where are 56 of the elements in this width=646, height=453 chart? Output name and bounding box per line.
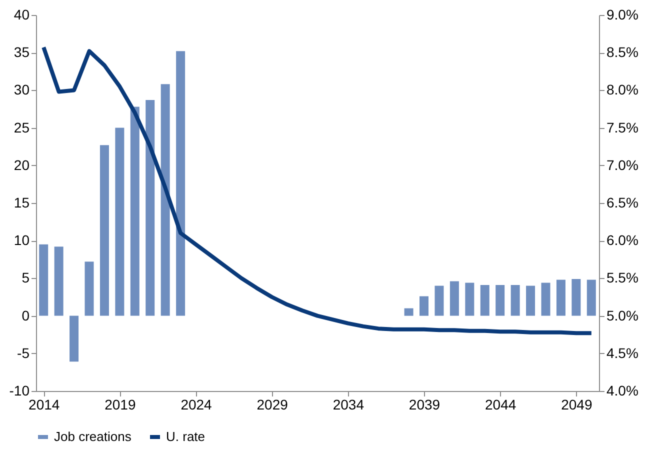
x-tick-label: 2039 (408, 396, 440, 412)
bar (586, 280, 596, 316)
bar (450, 281, 459, 316)
bar (526, 286, 536, 316)
y-tick-label: 40 (14, 6, 30, 22)
bar (115, 128, 124, 316)
legend-label: U. rate (166, 429, 206, 444)
y2-tick-label: 6.5% (606, 194, 638, 210)
bar (54, 246, 64, 316)
y2-tick-label: 4.0% (606, 382, 638, 398)
y2-tick-label: 5.5% (606, 270, 638, 286)
legend-label: Job creations (54, 429, 132, 444)
bar (70, 316, 79, 362)
y-tick-label: 25 (14, 119, 30, 136)
bar (146, 100, 155, 316)
y-tick-label: 20 (14, 156, 30, 173)
y-tick-label: 35 (14, 44, 30, 60)
x-tick-label: 2019 (104, 396, 136, 412)
bar (420, 296, 429, 316)
bar (465, 282, 474, 316)
y-tick-label: -5 (17, 344, 30, 361)
y-tick-label: 10 (14, 232, 30, 248)
y2-tick-label: 8.5% (606, 44, 638, 60)
bar (130, 106, 140, 316)
bar (404, 308, 414, 316)
bar (541, 282, 550, 316)
bar (510, 284, 520, 316)
y2-tick-label: 9.0% (606, 6, 638, 22)
bar (572, 278, 581, 316)
y2-tick-label: 5.0% (606, 307, 638, 324)
y-tick-label: 5 (22, 270, 30, 286)
bar (480, 284, 490, 316)
bar (176, 51, 186, 316)
y2-tick-label: 8.0% (606, 82, 638, 98)
y2-tick-label: 6.0% (606, 232, 638, 248)
x-tick-label: 2024 (180, 396, 212, 412)
y-tick-label: 0 (22, 307, 30, 324)
bar (496, 284, 505, 316)
y-tick-label: 15 (14, 194, 30, 210)
bar (434, 286, 444, 316)
y-tick-label: 30 (14, 82, 30, 98)
y2-tick-label: 4.5% (606, 344, 638, 361)
x-tick-label: 2044 (485, 396, 516, 412)
x-tick-label: 2014 (28, 396, 60, 412)
y2-tick-label: 7.0% (606, 156, 638, 173)
y-tick-label: -10 (9, 382, 30, 398)
line-series (42, 45, 594, 336)
x-tick-label: 2034 (332, 396, 364, 412)
bar (100, 145, 109, 316)
bar (39, 244, 48, 316)
x-tick-label: 2029 (256, 396, 288, 412)
x-tick-label: 2049 (561, 396, 592, 412)
bar (84, 262, 94, 316)
y2-tick-label: 7.5% (606, 119, 638, 136)
bar (556, 280, 566, 316)
bar (160, 84, 170, 316)
